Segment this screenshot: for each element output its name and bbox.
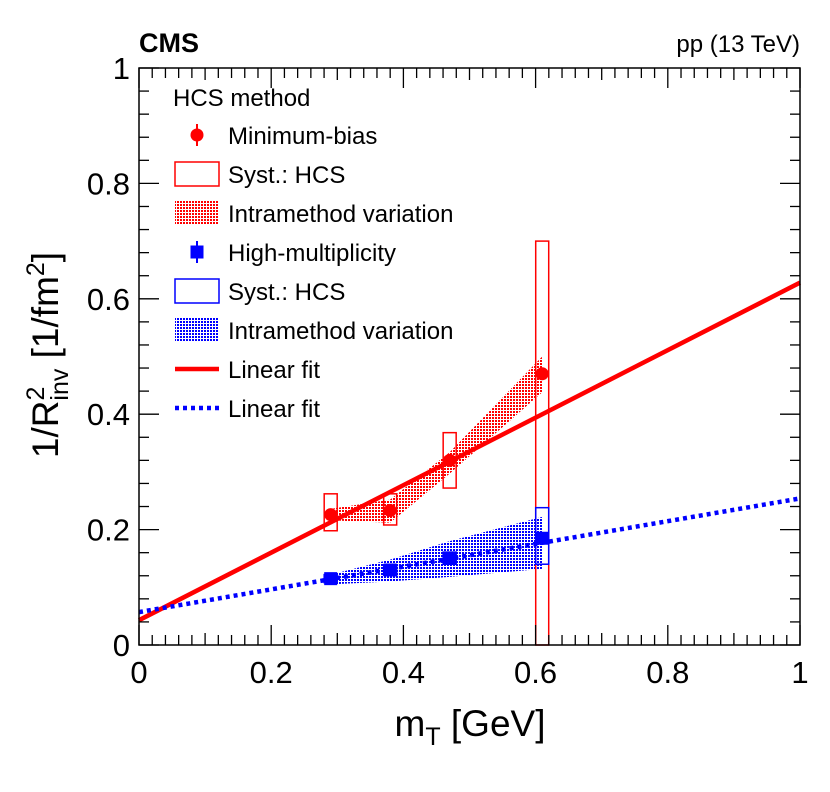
minimum-bias-linear-fit <box>137 280 802 623</box>
high-multiplicity-point <box>324 572 338 586</box>
y-tick-label: 1 <box>113 51 130 86</box>
x-tick-label: 0 <box>130 655 147 690</box>
minimum-bias-intramethod-band <box>330 356 543 523</box>
legend-entry-hm_fit: Linear fit <box>175 396 320 423</box>
y-tick-label: 0.6 <box>87 282 130 317</box>
tick-labels: 0 0.2 0.4 0.6 0.8 1 0 0.2 0.4 0.6 0.8 1 <box>87 51 809 690</box>
y-tick-label: 0.2 <box>87 513 130 548</box>
x-tick-label: 0.6 <box>514 655 557 690</box>
minimum-bias-point <box>383 504 397 518</box>
legend-entry-hm_band: Intramethod variation <box>175 318 453 345</box>
legend-label: Linear fit <box>228 396 320 423</box>
minimum-bias-point <box>324 508 338 522</box>
minimum-bias-point <box>443 453 457 467</box>
legend-label: Intramethod variation <box>228 201 453 228</box>
data-points <box>324 367 549 586</box>
legend-marker <box>175 201 219 225</box>
legend-marker <box>174 278 220 304</box>
minimum-bias-point <box>535 367 549 381</box>
legend-marker <box>190 128 204 142</box>
legend-entry-mb_syst: Syst.: HCS <box>174 161 345 189</box>
high-multiplicity-point <box>383 563 397 577</box>
legend-entry-mb_band: Intramethod variation <box>175 201 453 228</box>
y-tick-label: 0.4 <box>87 397 130 432</box>
x-tick-label: 0.4 <box>382 655 425 690</box>
legend-marker <box>175 318 219 342</box>
legend-label: Syst.: HCS <box>228 279 345 306</box>
x-tick-label: 1 <box>791 655 808 690</box>
y-axis-title: 1/R2inv [1/fm2] <box>22 252 74 458</box>
high-multiplicity-point <box>535 531 549 545</box>
x-tick-label: 0.8 <box>646 655 689 690</box>
legend-entry-hm_points: High-multiplicity <box>190 240 396 267</box>
legend-entry-mb_points: Minimum-bias <box>190 123 377 150</box>
legend-label: Intramethod variation <box>228 318 453 345</box>
legend-marker <box>174 161 220 187</box>
legend: HCS method Minimum-bias Syst.: HCS Intrame… <box>173 85 453 423</box>
energy-label: pp (13 TeV) <box>676 31 800 58</box>
legend-marker <box>190 245 204 259</box>
legend-entry-hm_syst: Syst.: HCS <box>174 278 345 306</box>
systematic-boxes <box>323 240 550 646</box>
y-tick-label: 0.8 <box>87 166 130 201</box>
legend-label: Linear fit <box>228 357 320 384</box>
legend-label: High-multiplicity <box>228 240 396 267</box>
x-tick-label: 0.2 <box>250 655 293 690</box>
plot-frame <box>138 67 801 646</box>
fit-lines <box>137 280 802 623</box>
minimum-bias-syst-box <box>534 240 550 646</box>
legend-entry-mb_fit: Linear fit <box>175 357 320 384</box>
x-axis-title: mT [GeV] <box>395 703 546 751</box>
high-multiplicity-point <box>443 551 457 565</box>
legend-title: HCS method <box>173 85 310 112</box>
legend-label: Minimum-bias <box>228 123 377 150</box>
minimum-bias-syst-box <box>323 493 338 532</box>
experiment-label: CMS <box>139 28 199 58</box>
y-tick-label: 0 <box>113 628 130 663</box>
legend-label: Syst.: HCS <box>228 162 345 189</box>
